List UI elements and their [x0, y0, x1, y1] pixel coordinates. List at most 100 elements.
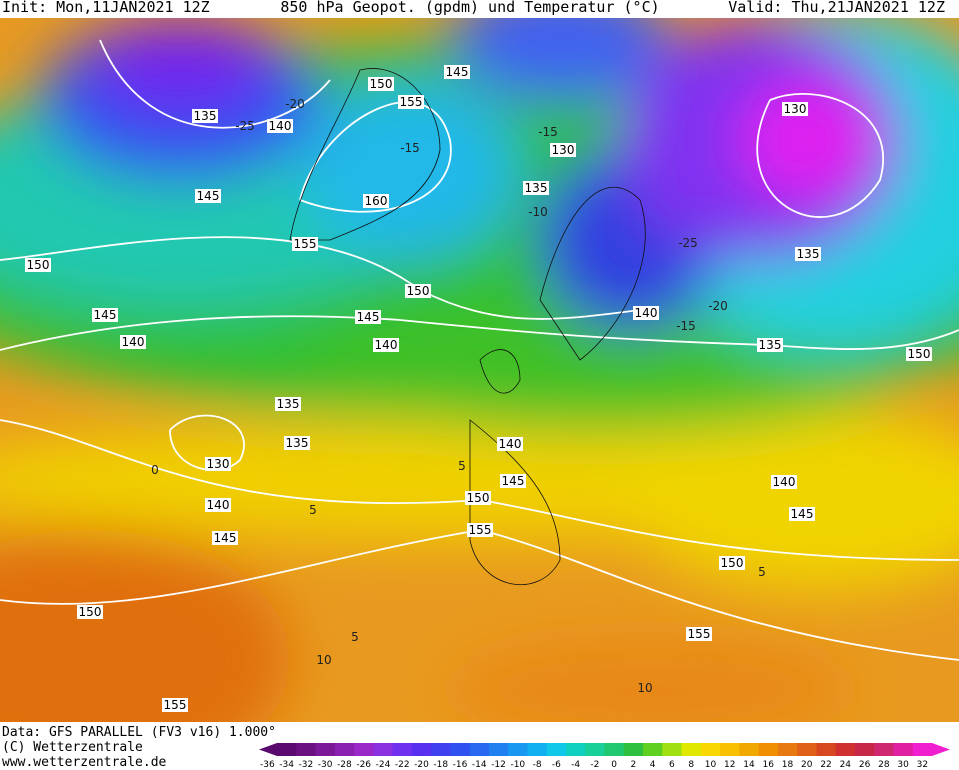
colorbar-tick-label: -4: [571, 760, 580, 770]
temperature-label: 0: [151, 463, 159, 477]
colorbar-tick-label: -24: [376, 760, 391, 770]
colorbar-tick-label: 24: [840, 760, 852, 770]
geopotential-label: 140: [375, 338, 398, 352]
temperature-label: -15: [676, 319, 696, 333]
temperature-label: -25: [235, 119, 255, 133]
temperature-label: -15: [538, 125, 558, 139]
colorbar-tick-label: -12: [491, 760, 506, 770]
geopotential-label: 155: [294, 237, 317, 251]
geopotential-label: 140: [122, 335, 145, 349]
colorbar-swatch: [450, 743, 471, 756]
geopotential-label-box: [398, 95, 424, 109]
geopotential-label-box: [771, 475, 797, 489]
geopotential-label: 135: [797, 247, 820, 261]
geopotential-label: 140: [773, 475, 796, 489]
colorbar-swatch: [315, 743, 336, 756]
geopotential-label-box: [292, 237, 318, 251]
temperature-label: -10: [528, 205, 548, 219]
colorbar-tick-label: -10: [510, 760, 525, 770]
colorbar-tick-label: 10: [705, 760, 717, 770]
colorbar-swatch: [488, 743, 509, 756]
temperature-label: 5: [458, 459, 466, 473]
geopotential-label: 145: [214, 531, 237, 545]
geopotential-label: 135: [194, 109, 217, 123]
geopotential-label-box: [633, 306, 659, 320]
geopotential-label: 160: [365, 194, 388, 208]
geopotential-label: 150: [721, 556, 744, 570]
colorbar-swatch: [816, 743, 837, 756]
geopotential-label-box: [686, 627, 712, 641]
geopotential-label: 150: [407, 284, 430, 298]
geopotential-label-box: [467, 523, 493, 537]
colorbar-swatch: [835, 743, 856, 756]
geopotential-label-box: [267, 119, 293, 133]
geopotential-label-box: [275, 397, 301, 411]
colorbar-tick-label: 6: [669, 760, 675, 770]
geopotential-label: 135: [525, 181, 548, 195]
colorbar-swatch: [546, 743, 567, 756]
geopotential-label-box: [92, 308, 118, 322]
data-source: Data: GFS PARALLEL (FV3 v16) 1.000°: [2, 725, 276, 740]
colorbar-tick-label: 4: [650, 760, 656, 770]
temperature-label: -25: [678, 236, 698, 250]
geopotential-label: 130: [784, 102, 807, 116]
colorbar-swatch: [700, 743, 721, 756]
colorbar-tick-label: -20: [414, 760, 429, 770]
colorbar-swatch: [623, 743, 644, 756]
colorbar-tick-label: 12: [724, 760, 735, 770]
geopotential-label: 155: [164, 698, 187, 712]
colorbar-tick-label: -6: [552, 760, 561, 770]
colorbar-swatch: [373, 743, 394, 756]
geopotential-label: 135: [286, 436, 309, 450]
init-time: Init: Mon,11JAN2021 12Z: [2, 0, 210, 16]
colorbar-swatch: [777, 743, 798, 756]
colorbar-swatch: [874, 743, 894, 756]
geopotential-label: 130: [552, 143, 575, 157]
temperature-label: -20: [285, 97, 305, 111]
colorbar-arrow-left: [259, 743, 277, 756]
geopotential-label: 150: [27, 258, 50, 272]
colorbar-swatch: [854, 743, 875, 756]
geopotential-label: 150: [908, 347, 931, 361]
geopotential-label: 155: [688, 627, 711, 641]
colorbar-tick-label: -22: [395, 760, 410, 770]
colorbar-swatch: [681, 743, 702, 756]
coastlines: [289, 68, 646, 585]
geopotential-label-box: [77, 605, 103, 619]
temperature-label: 5: [758, 565, 766, 579]
colorbar-swatch: [758, 743, 779, 756]
geopotential-label: 145: [791, 507, 814, 521]
colorbar-tick-label: 32: [917, 760, 928, 770]
colorbar-swatch: [354, 743, 374, 756]
colorbar-swatch: [893, 743, 914, 756]
geopotential-label-box: [782, 102, 808, 116]
colorbar-tick-label: 2: [631, 760, 637, 770]
geopotential-label-box: [719, 556, 745, 570]
colorbar-tick-label: 22: [820, 760, 831, 770]
geopotential-label: 145: [94, 308, 117, 322]
colorbar-swatch: [296, 743, 317, 756]
geopotential-label: 150: [79, 605, 102, 619]
colorbar-tick-label: -36: [260, 760, 275, 770]
colorbar-swatch: [469, 743, 490, 756]
geopotential-label-box: [205, 457, 231, 471]
geopotential-label: 140: [635, 306, 658, 320]
geopotential-label: 145: [197, 189, 220, 203]
geopotential-label-box: [906, 347, 932, 361]
geopotential-label-box: [465, 491, 491, 505]
geopotential-label-box: [497, 437, 523, 451]
colorbar-tick-label: 16: [763, 760, 775, 770]
temperature-label: 5: [351, 630, 359, 644]
geopotential-label: 145: [502, 474, 525, 488]
geopotential-label-box: [444, 65, 470, 79]
copyright: (C) Wetterzentrale: [2, 740, 143, 755]
geopotential-label: 135: [759, 338, 782, 352]
geopotential-label: 150: [370, 77, 393, 91]
colorbar-tick-label: -14: [472, 760, 487, 770]
geopotential-label: 135: [277, 397, 300, 411]
geopotential-label-box: [212, 531, 238, 545]
geopotential-label-box: [355, 310, 381, 324]
